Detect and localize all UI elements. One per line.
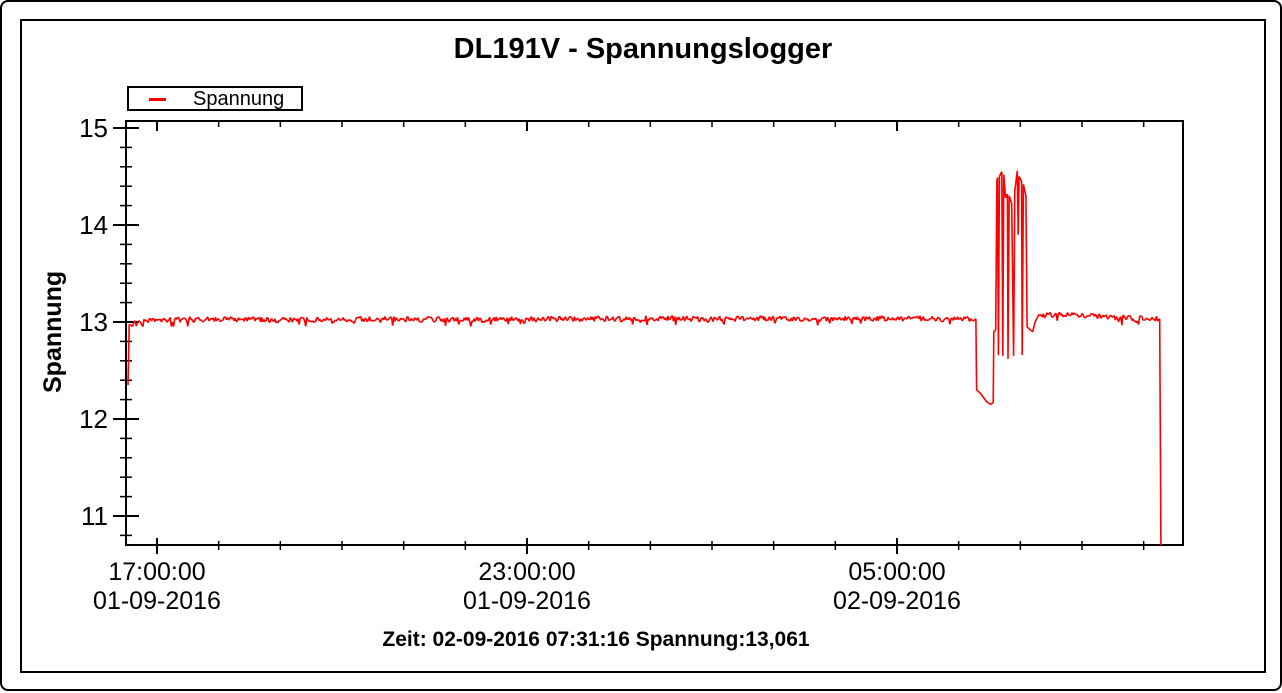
x-tick-time: 23:00:00	[478, 558, 576, 586]
x-tick-time: 17:00:00	[108, 558, 206, 586]
x-tick-label: 23:00:00 01-09-2016	[417, 558, 637, 615]
legend-label: Spannung	[193, 88, 285, 110]
chart-title: DL191V - Spannungslogger	[453, 33, 833, 65]
cursor-readout: Zeit: 02-09-2016 07:31:16 Spannung:13,06…	[382, 628, 810, 651]
x-tick-date: 01-09-2016	[93, 587, 221, 615]
x-tick-date: 02-09-2016	[833, 587, 961, 615]
legend: Spannung	[127, 86, 303, 111]
y-tick-label: 11	[81, 501, 108, 531]
y-tick-label: 12	[79, 404, 108, 434]
chart-frame	[20, 19, 1266, 673]
x-tick-time: 05:00:00	[848, 558, 946, 586]
x-tick-label: 05:00:00 02-09-2016	[787, 558, 1007, 615]
y-tick-label: 15	[79, 113, 108, 143]
legend-line-swatch	[149, 98, 166, 101]
y-tick-label: 14	[79, 210, 108, 240]
y-tick-label: 13	[79, 307, 108, 337]
x-tick-date: 01-09-2016	[463, 587, 591, 615]
x-tick-label: 17:00:00 01-09-2016	[47, 558, 267, 615]
